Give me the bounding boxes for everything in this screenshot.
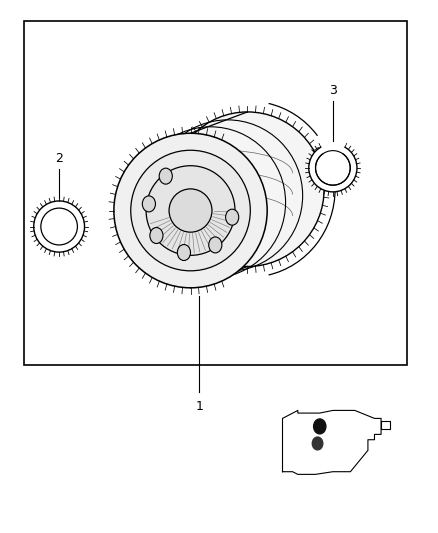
Wedge shape — [318, 132, 348, 168]
Ellipse shape — [309, 144, 357, 192]
Circle shape — [209, 237, 222, 253]
Wedge shape — [323, 148, 343, 168]
Ellipse shape — [131, 150, 251, 271]
Ellipse shape — [34, 201, 85, 252]
Text: 2: 2 — [55, 152, 63, 165]
Text: 1: 1 — [195, 400, 203, 413]
Circle shape — [159, 168, 172, 184]
Circle shape — [312, 437, 323, 450]
Ellipse shape — [41, 208, 78, 245]
Ellipse shape — [114, 133, 267, 288]
Text: 3: 3 — [329, 84, 337, 97]
Ellipse shape — [169, 189, 212, 232]
Ellipse shape — [171, 112, 324, 266]
Circle shape — [142, 196, 155, 212]
Circle shape — [177, 245, 191, 261]
Ellipse shape — [146, 166, 235, 255]
Circle shape — [150, 228, 163, 244]
Circle shape — [314, 419, 326, 434]
Circle shape — [226, 209, 239, 225]
Bar — [24, 21, 407, 365]
Ellipse shape — [315, 151, 350, 185]
